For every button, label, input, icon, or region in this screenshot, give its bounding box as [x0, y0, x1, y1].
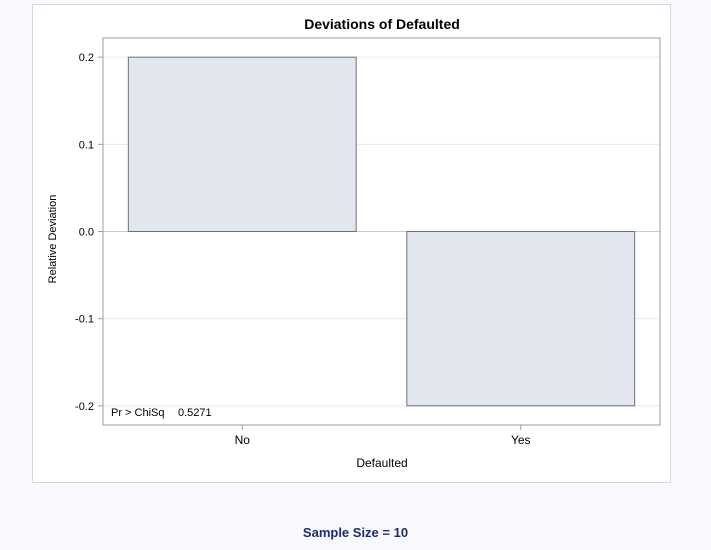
x-tick-label: Yes [511, 433, 531, 447]
y-tick-label: -0.1 [75, 314, 94, 326]
y-tick-label: -0.2 [75, 401, 94, 413]
x-tick-label: No [235, 433, 251, 447]
sample-size-footer: Sample Size = 10 [302, 525, 409, 540]
x-axis-label: Defaulted [356, 456, 407, 470]
y-axis-ticks: -0.2 -0.1 0.0 0.1 0.2 [75, 52, 103, 413]
chart-title: Deviations of Defaulted [304, 16, 460, 32]
x-axis-ticks: No Yes [235, 425, 531, 447]
y-tick-label: 0.1 [79, 139, 94, 151]
deviation-bar-chart: Deviations of Defaulted -0.2 -0.1 0.0 0.1 0.… [47, 16, 661, 470]
y-axis-label: Relative Deviation [47, 195, 59, 284]
y-tick-label: 0.0 [79, 227, 94, 239]
y-tick-label: 0.2 [79, 52, 94, 64]
chisq-annotation-value: 0.5271 [178, 407, 212, 419]
chisq-annotation: Pr > ChiSq 0.5271 [111, 407, 212, 419]
bar-no [127, 56, 357, 232]
chisq-annotation-label: Pr > ChiSq [111, 407, 165, 419]
bars [127, 56, 636, 407]
bar-yes [406, 231, 636, 407]
